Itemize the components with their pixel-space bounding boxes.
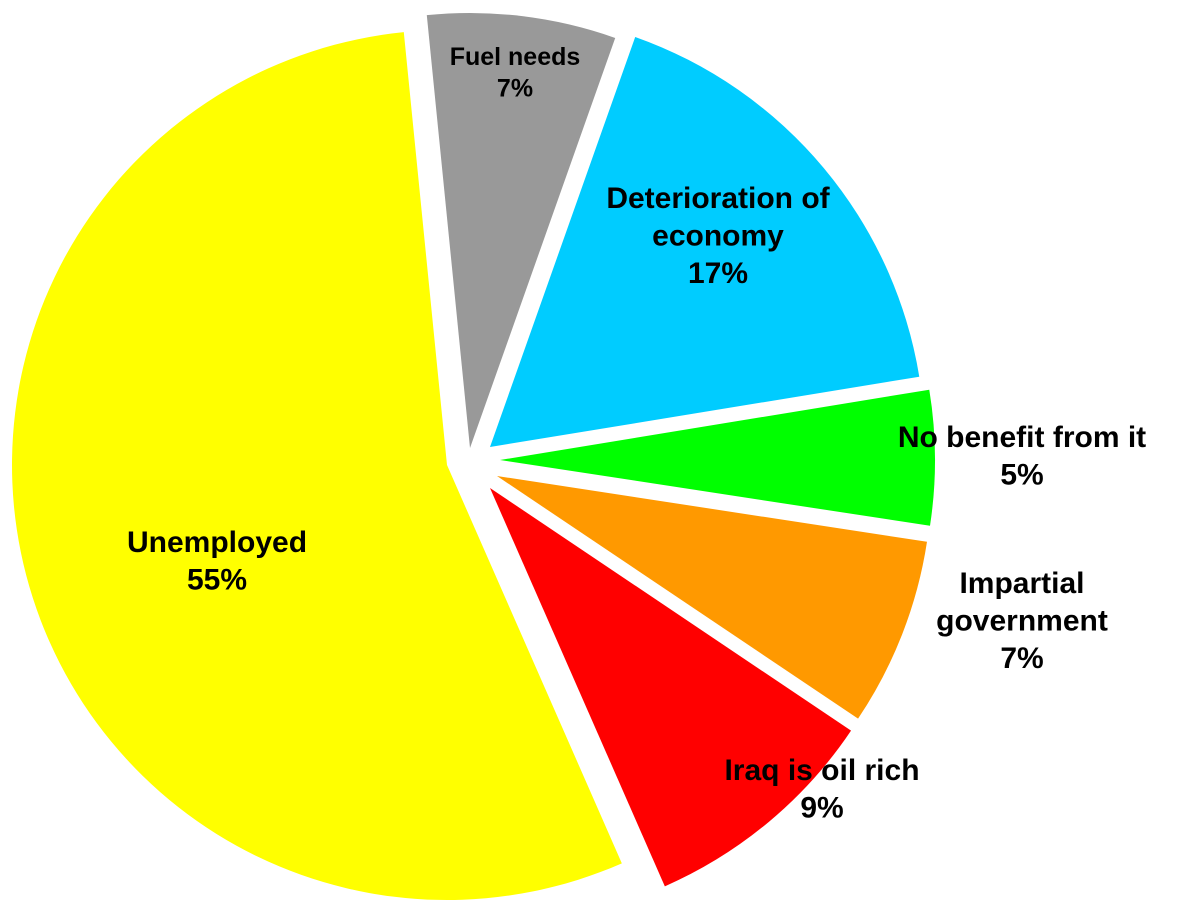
slice-impartial-government [497, 476, 927, 719]
slice-label-line: Deterioration of [606, 182, 830, 215]
slice-percent: 7% [1000, 642, 1043, 675]
slice-percent: 7% [497, 74, 533, 102]
pie-labels: Deterioration of economy 17% No benefit fro… [127, 43, 1146, 824]
slice-label-line: economy [652, 220, 784, 253]
slice-label-line: Fuel needs [450, 43, 581, 71]
label-no-benefit: No benefit from it 5% [898, 421, 1146, 492]
label-impartial-government: Impartial government 7% [936, 567, 1108, 675]
slice-percent: 17% [688, 257, 748, 290]
pie-slices [11, 12, 936, 900]
slice-percent: 9% [800, 791, 843, 824]
label-deterioration-of-economy: Deterioration of economy 17% [606, 182, 830, 290]
slice-label-line: No benefit from it [898, 421, 1146, 454]
slice-label-line: Impartial [959, 567, 1084, 600]
slice-fuel-needs [426, 12, 616, 448]
slice-label-line: Unemployed [127, 526, 307, 559]
slice-percent: 5% [1000, 458, 1043, 491]
label-iraq-oil-rich: Iraq is oil rich 9% [724, 754, 919, 825]
slice-unemployed [11, 32, 622, 900]
slice-label-line: government [936, 605, 1108, 638]
slice-label-line: Iraq is oil rich [724, 754, 919, 787]
label-fuel-needs: Fuel needs 7% [450, 43, 581, 102]
slice-no-benefit [500, 389, 936, 526]
slice-percent: 55% [187, 563, 247, 596]
slice-iraq-oil-rich [490, 488, 852, 887]
label-unemployed: Unemployed 55% [127, 526, 307, 597]
slice-deterioration-of-economy [490, 36, 920, 447]
